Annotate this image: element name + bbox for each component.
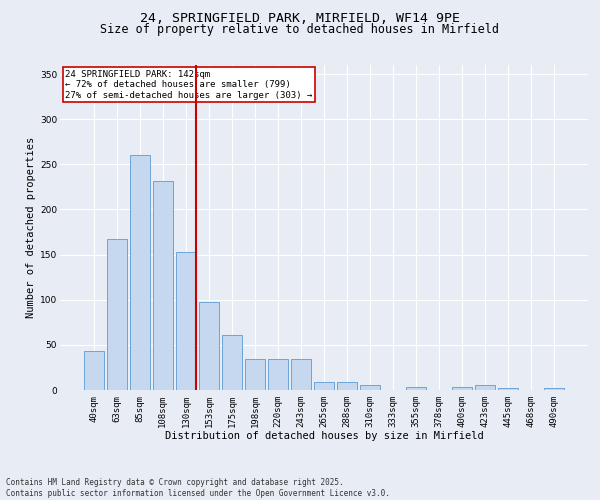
Bar bbox=[314, 382, 334, 390]
Bar bbox=[406, 388, 426, 390]
Bar bbox=[452, 388, 472, 390]
Bar bbox=[268, 360, 288, 390]
Bar bbox=[153, 180, 173, 390]
Y-axis label: Number of detached properties: Number of detached properties bbox=[26, 137, 36, 318]
Text: Contains HM Land Registry data © Crown copyright and database right 2025.
Contai: Contains HM Land Registry data © Crown c… bbox=[6, 478, 390, 498]
Bar bbox=[245, 360, 265, 390]
Bar bbox=[222, 335, 242, 390]
Bar bbox=[199, 302, 218, 390]
X-axis label: Distribution of detached houses by size in Mirfield: Distribution of detached houses by size … bbox=[164, 432, 484, 442]
Bar bbox=[291, 360, 311, 390]
Bar bbox=[176, 252, 196, 390]
Text: 24 SPRINGFIELD PARK: 142sqm
← 72% of detached houses are smaller (799)
27% of se: 24 SPRINGFIELD PARK: 142sqm ← 72% of det… bbox=[65, 70, 313, 100]
Bar bbox=[130, 156, 149, 390]
Bar bbox=[337, 382, 357, 390]
Bar bbox=[544, 388, 564, 390]
Bar bbox=[107, 239, 127, 390]
Bar bbox=[84, 351, 104, 390]
Bar bbox=[475, 386, 495, 390]
Text: 24, SPRINGFIELD PARK, MIRFIELD, WF14 9PE: 24, SPRINGFIELD PARK, MIRFIELD, WF14 9PE bbox=[140, 12, 460, 26]
Bar bbox=[360, 386, 380, 390]
Text: Size of property relative to detached houses in Mirfield: Size of property relative to detached ho… bbox=[101, 22, 499, 36]
Bar bbox=[499, 388, 518, 390]
